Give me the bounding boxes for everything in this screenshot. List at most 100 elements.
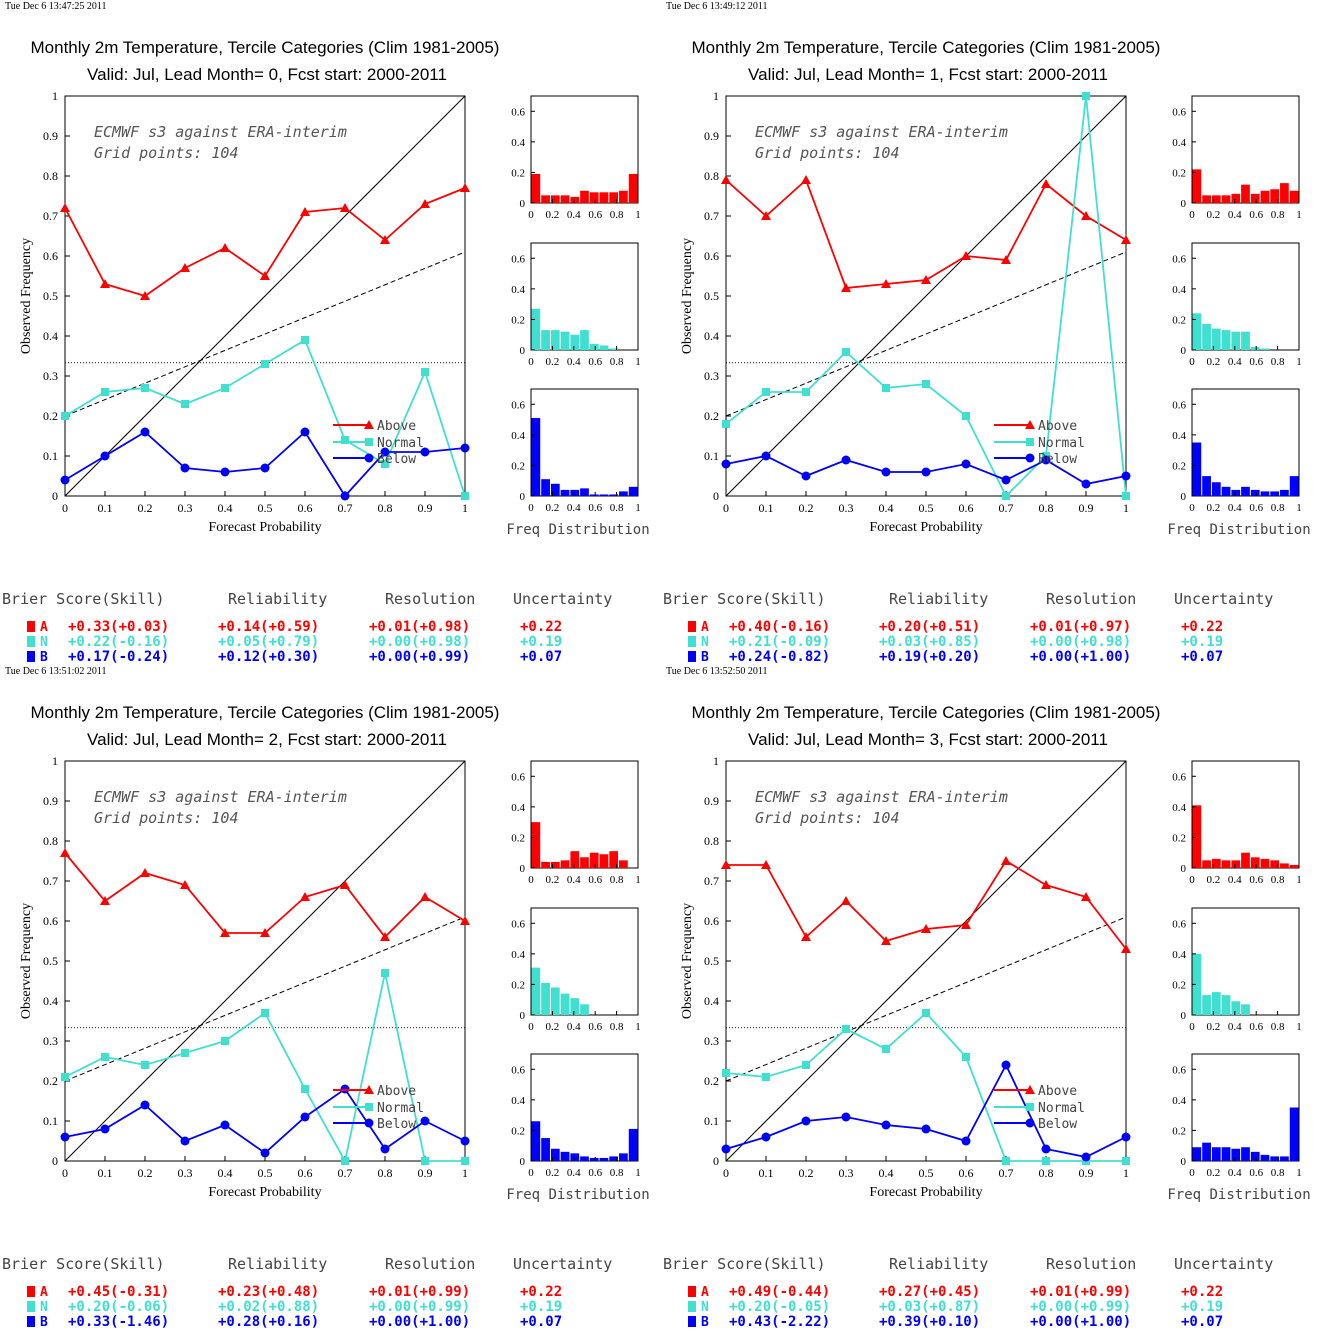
hist-bar-below xyxy=(1211,1147,1221,1161)
legend-label: Below xyxy=(1038,452,1077,467)
annotation-model: ECMWF s3 against ERA-interim xyxy=(94,123,347,141)
legend-marker xyxy=(364,1085,374,1094)
point-above xyxy=(801,932,811,941)
y-tick-label: 0.3 xyxy=(704,1034,719,1048)
x-tick-label: 0 xyxy=(723,501,729,515)
annotation-model: ECMWF s3 against ERA-interim xyxy=(94,788,347,806)
point-below xyxy=(460,443,470,453)
hist-bar-normal xyxy=(550,987,560,1015)
hist-x-tick-label: 0 xyxy=(1189,1021,1195,1033)
y-tick-label: 0.2 xyxy=(43,409,58,423)
point-above xyxy=(60,848,70,857)
hist-bar-above xyxy=(1231,860,1241,868)
hist-x-tick-label: 0.6 xyxy=(588,209,602,221)
point-normal xyxy=(141,384,149,392)
score-header: Resolution xyxy=(385,1255,475,1273)
score-value: +0.43(-2.22) xyxy=(729,1314,830,1330)
hist-bar-above xyxy=(1202,195,1211,203)
hist-bar-above xyxy=(1260,858,1270,868)
hist-x-tick-label: 0.4 xyxy=(1228,502,1242,514)
score-value: +0.20(-0.05) xyxy=(729,1299,830,1315)
hist-x-tick-label: 0.4 xyxy=(1228,1167,1242,1179)
y-tick-label: 0.3 xyxy=(43,369,58,383)
y-tick-label: 0.9 xyxy=(43,794,58,808)
hist-x-tick-label: 1 xyxy=(635,1021,641,1033)
panel-1: Tue Dec 6 13:49:12 2011 Monthly 2m Temper… xyxy=(663,1,1311,665)
score-value: +0.07 xyxy=(520,649,562,665)
y-tick-label: 0.7 xyxy=(704,209,719,223)
hist-bar-below xyxy=(609,1156,619,1161)
hist-x-tick-label: 1 xyxy=(1296,1167,1302,1179)
y-tick-label: 0.8 xyxy=(43,834,58,848)
x-tick-label: 0.5 xyxy=(919,1166,934,1180)
hist-x-tick-label: 0.2 xyxy=(546,356,560,368)
hist-bar-above xyxy=(1221,195,1231,203)
hist-bar-below xyxy=(609,494,619,496)
hist-x-tick-label: 0.2 xyxy=(546,1167,560,1179)
score-value: +0.12(+0.30) xyxy=(218,649,319,665)
hist-y-tick-label: 0.4 xyxy=(511,949,525,961)
point-below xyxy=(1121,1132,1131,1142)
y-tick-label: 0.4 xyxy=(43,329,58,343)
hist-bar-below xyxy=(1260,491,1270,496)
annotation-gridpoints: Grid points: 104 xyxy=(755,144,900,162)
chart-subtitle: Valid: Jul, Lead Month= 3, Fcst start: 2… xyxy=(748,730,1108,749)
hist-y-tick-label: 0 xyxy=(520,198,526,210)
point-below xyxy=(881,1120,891,1130)
hist-y-tick-label: 0.6 xyxy=(1172,918,1186,930)
score-value: +0.19 xyxy=(1181,1299,1223,1315)
hist-y-tick-label: 0.4 xyxy=(1172,430,1186,442)
hist-x-tick-label: 1 xyxy=(635,874,641,886)
point-above xyxy=(881,279,891,288)
point-normal xyxy=(61,1073,69,1081)
series-line-above xyxy=(64,852,466,939)
hist-bar-below xyxy=(1231,1148,1241,1161)
point-above xyxy=(100,279,110,288)
y-tick-label: 0.9 xyxy=(704,794,719,808)
hist-bar-normal xyxy=(1211,328,1221,350)
hist-bar-below xyxy=(599,494,609,496)
hist-y-tick-label: 0.4 xyxy=(511,137,525,149)
x-tick-label: 0.5 xyxy=(919,501,934,515)
point-above xyxy=(140,291,150,300)
x-tick-label: 1 xyxy=(1123,1166,1129,1180)
point-normal xyxy=(181,400,189,408)
point-above xyxy=(420,199,430,208)
x-tick-label: 0.2 xyxy=(799,501,814,515)
point-normal xyxy=(962,412,970,420)
x-tick-label: 0.2 xyxy=(799,1166,814,1180)
freq-distribution-label: Freq Distribution xyxy=(1167,522,1310,538)
hist-bar-above xyxy=(1192,805,1202,868)
y-tick-label: 0.1 xyxy=(704,449,719,463)
score-value: +0.07 xyxy=(520,1314,562,1330)
score-value: +0.22 xyxy=(1181,619,1223,635)
score-swatch xyxy=(27,636,35,647)
hist-bar-below xyxy=(1289,476,1299,496)
hist-y-tick-label: 0.4 xyxy=(1172,949,1186,961)
point-above xyxy=(961,251,971,260)
hist-bar-above xyxy=(550,195,560,203)
legend-marker xyxy=(364,453,374,463)
hist-x-tick-label: 0.2 xyxy=(1207,502,1221,514)
hist-bar-below xyxy=(1241,486,1250,496)
chart-title: Monthly 2m Temperature, Tercile Categori… xyxy=(31,703,500,722)
x-tick-label: 1 xyxy=(462,1166,468,1180)
x-tick-label: 0.6 xyxy=(959,1166,974,1180)
score-value: +0.03(+0.87) xyxy=(879,1299,980,1315)
point-normal xyxy=(101,1053,109,1061)
hist-bar-below xyxy=(1221,486,1231,496)
hist-bar-above xyxy=(1270,189,1280,203)
legend-label: Normal xyxy=(1038,436,1085,451)
score-value: +0.23(+0.48) xyxy=(218,1284,319,1300)
score-value: +0.07 xyxy=(1181,1314,1223,1330)
y-tick-label: 0.7 xyxy=(43,874,58,888)
y-tick-label: 0.8 xyxy=(43,169,58,183)
point-normal xyxy=(261,360,269,368)
hist-y-tick-label: 0.6 xyxy=(1172,771,1186,783)
score-category: A xyxy=(40,620,48,635)
hist-y-tick-label: 0 xyxy=(1181,863,1187,875)
hist-x-tick-label: 0.4 xyxy=(1228,874,1242,886)
score-value: +0.33(+0.03) xyxy=(68,619,169,635)
y-tick-label: 0.6 xyxy=(43,914,58,928)
score-value: +0.14(+0.59) xyxy=(218,619,319,635)
